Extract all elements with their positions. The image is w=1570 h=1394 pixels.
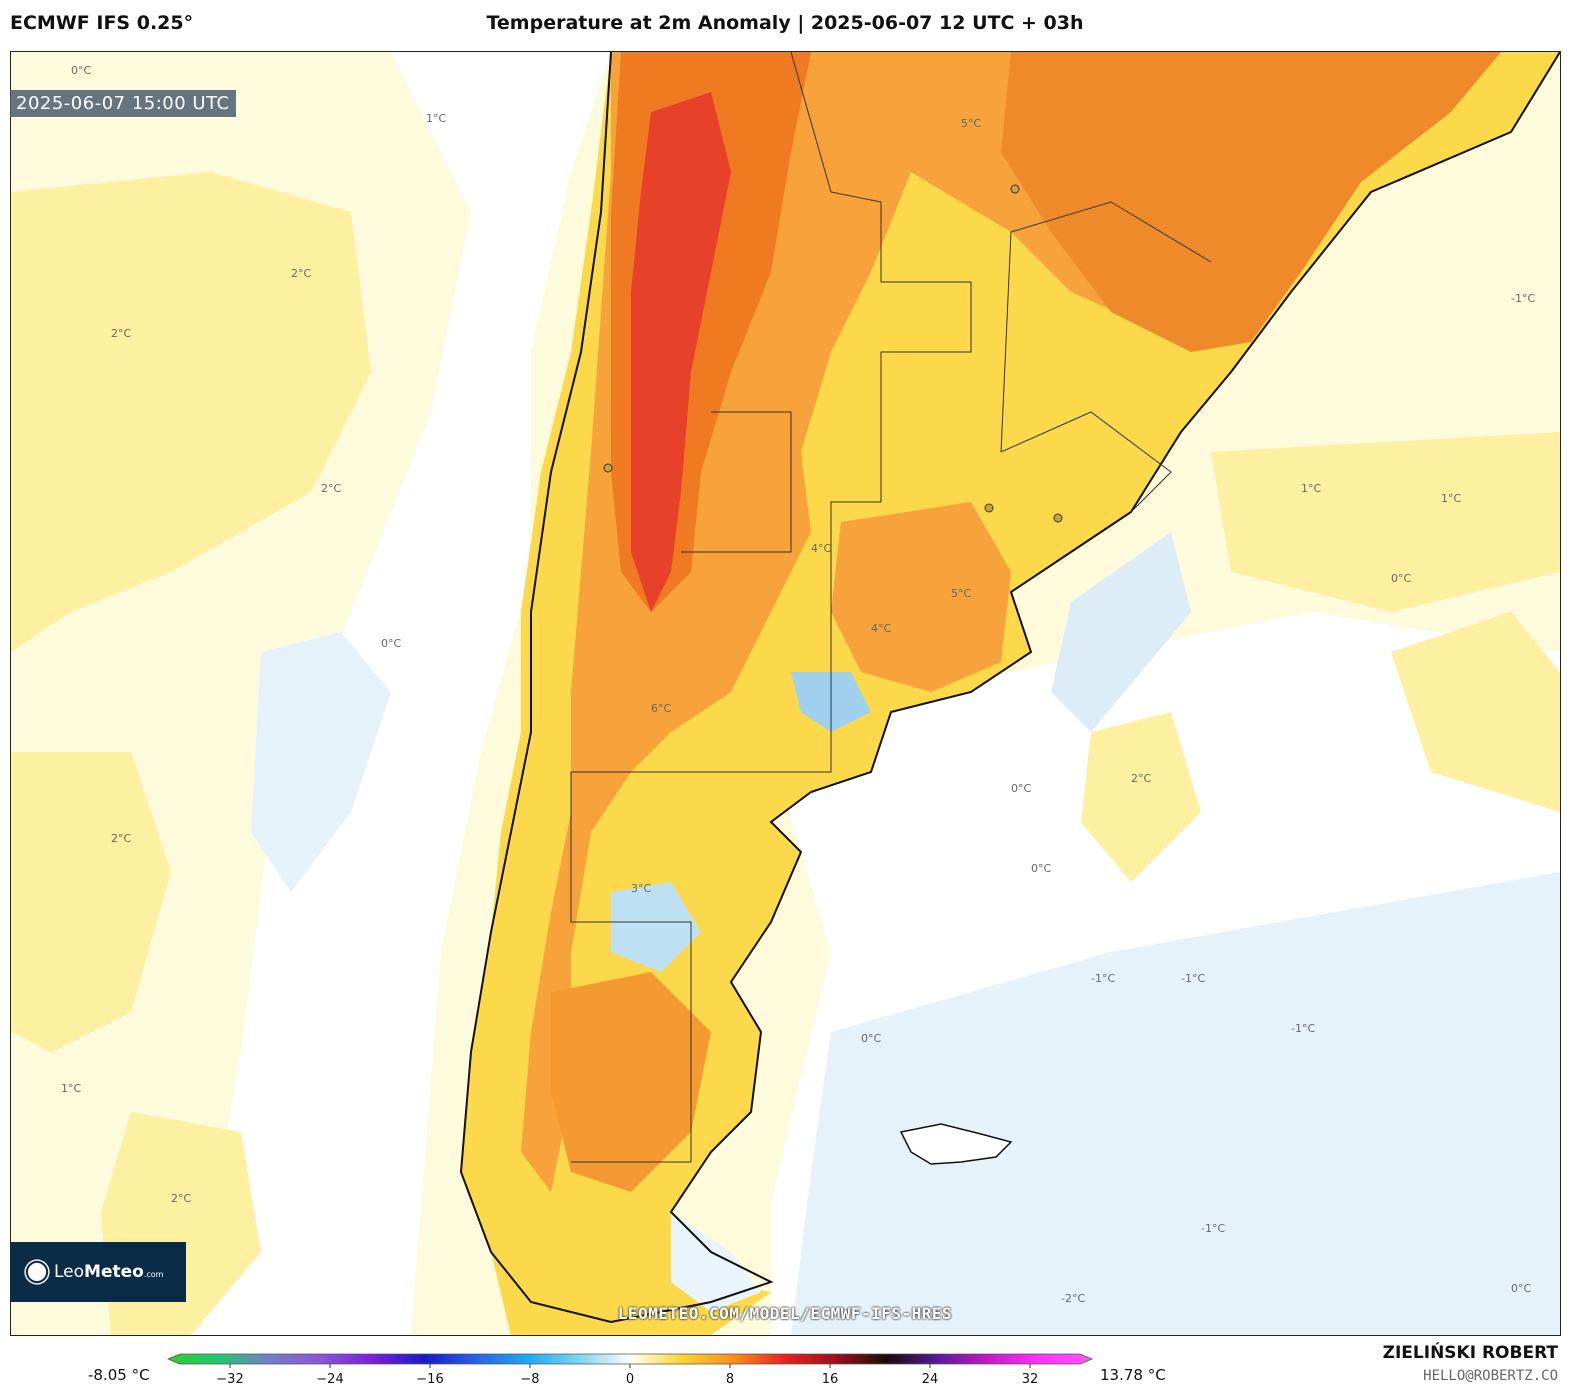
colorbar-tick-label: −16: [416, 1372, 443, 1387]
contour-label: 3°C: [631, 882, 651, 895]
contour-label: 2°C: [111, 327, 131, 340]
contour-label: 2°C: [291, 267, 311, 280]
admin-borders: [570, 52, 1212, 1163]
logo-brand-bold: Meteo: [84, 1262, 144, 1282]
leometeo-logo: LeoMeteo.com: [10, 1242, 186, 1302]
contour-label: 0°C: [1011, 782, 1031, 795]
colorbar-min-label: -8.05 °C: [88, 1366, 150, 1384]
contour-label: 2°C: [1131, 772, 1151, 785]
model-name: ECMWF IFS 0.25°: [10, 12, 194, 34]
contour-label: -1°C: [1201, 1222, 1225, 1235]
colorbar-tick-label: −32: [216, 1372, 243, 1387]
logo-brand-suffix: .com: [143, 1270, 164, 1279]
andes-red-ridge: [631, 92, 731, 612]
patagonia-orange-blob: [551, 972, 711, 1192]
colorbar: −32 −24 −16 −8 0 8 16 24 32: [166, 1353, 1094, 1387]
contour-label: 5°C: [961, 117, 981, 130]
atlantic-yellow-patch-2: [1081, 712, 1201, 882]
brazil-orange-field: [1001, 52, 1501, 352]
contour-label: 0°C: [1031, 862, 1051, 875]
source-watermark: LEOMETEO.COM/MODEL/ECMWF-IFS-HRES: [617, 1304, 953, 1323]
colorbar-tick-label: −24: [316, 1372, 343, 1387]
author-credit: ZIELIŃSKI ROBERT: [1382, 1343, 1558, 1363]
atlantic-yellow-patch: [1211, 432, 1560, 612]
coastline: [459, 52, 1560, 1324]
contour-label: 4°C: [871, 622, 891, 635]
author-email: HELLO@ROBERTZ.CO: [1423, 1368, 1558, 1384]
atlantic-light-blue-band: [1051, 532, 1191, 732]
colorbar-tick-label: 24: [922, 1372, 939, 1387]
logo-brand-light: Leo: [54, 1262, 85, 1282]
fuegian-white-pocket: [671, 1212, 761, 1312]
contour-label: 0°C: [1391, 572, 1411, 585]
contour-label: 0°C: [861, 1032, 881, 1045]
sun-icon: [27, 1262, 47, 1282]
atlantic-blue-zone: [791, 872, 1560, 1335]
contour-label: 4°C: [811, 542, 831, 555]
contour-label: 1°C: [1301, 482, 1321, 495]
pacific-yellow-patch: [11, 172, 371, 652]
falkland-islands: [899, 1123, 1013, 1165]
patagonia-blue-pocket: [611, 882, 701, 972]
colorbar-tick-label: 32: [1022, 1372, 1039, 1387]
atlantic-yellow-patch-3: [1391, 612, 1560, 812]
contour-label: 0°C: [381, 637, 401, 650]
contour-label: 1°C: [61, 1082, 81, 1095]
contour-label: -1°C: [1181, 972, 1205, 985]
colorbar-tick-label: 0: [626, 1372, 634, 1387]
city-marker-asuncion: [1010, 184, 1020, 194]
city-marker-montevideo: [1053, 513, 1063, 523]
valid-time-badge: 2025-06-07 15:00 UTC: [10, 90, 236, 117]
contour-label: 6°C: [651, 702, 671, 715]
contour-label: -1°C: [1511, 292, 1535, 305]
city-marker-buenos-aires: [984, 503, 994, 513]
anomaly-map: 0°C 1°C 2°C 2°C 2°C 0°C 2°C 1°C 2°C 0°C …: [10, 51, 1561, 1336]
logo-text: LeoMeteo.com: [54, 1262, 163, 1282]
contour-label: 0°C: [71, 64, 91, 77]
city-marker-santiago: [603, 463, 613, 473]
pacific-white-zone: [191, 52, 611, 1335]
pampas-orange-blob: [831, 502, 1011, 692]
map-canvas: 0°C 1°C 2°C 2°C 2°C 0°C 2°C 1°C 2°C 0°C …: [11, 52, 1560, 1335]
contour-label: 2°C: [111, 832, 131, 845]
pacific-yellow-patch-2: [11, 752, 171, 1052]
pacific-blue-zone: [251, 632, 391, 892]
contour-label: 1°C: [426, 112, 446, 125]
contour-label: 0°C: [1511, 1282, 1531, 1295]
colorbar-gradient: [166, 1353, 1094, 1365]
contour-label: 5°C: [951, 587, 971, 600]
colorbar-tick-label: 16: [822, 1372, 839, 1387]
contour-label: 1°C: [1441, 492, 1461, 505]
contour-label: -1°C: [1291, 1022, 1315, 1035]
continent-orange-field: [521, 52, 1501, 1192]
contour-label: 2°C: [171, 1192, 191, 1205]
contour-labels: 0°C 1°C 2°C 2°C 2°C 0°C 2°C 1°C 2°C 0°C …: [61, 64, 1535, 1305]
colorbar-max-label: 13.78 °C: [1100, 1366, 1166, 1384]
colorbar-tick-label: 8: [726, 1372, 734, 1387]
contour-label: -2°C: [1061, 1292, 1085, 1305]
chart-title: Temperature at 2m Anomaly | 2025-06-07 1…: [486, 12, 1084, 34]
contour-label: -1°C: [1091, 972, 1115, 985]
colorbar-tick-label: −8: [520, 1372, 539, 1387]
contour-label: 2°C: [321, 482, 341, 495]
